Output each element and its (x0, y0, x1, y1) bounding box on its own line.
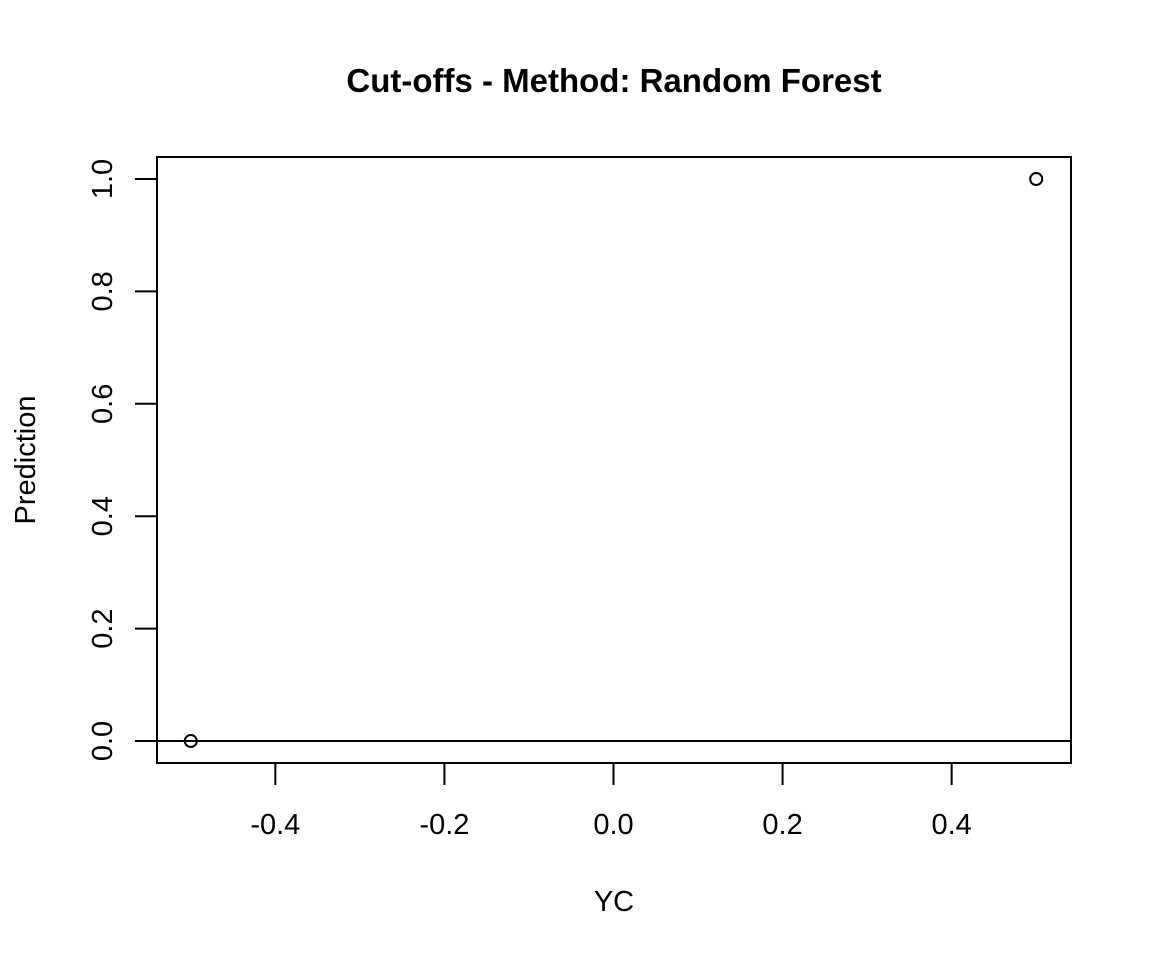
y-tick-label: 0.4 (87, 496, 119, 536)
y-tick-label: 0.6 (87, 384, 119, 424)
data-points (183, 172, 1044, 748)
plot-frame (156, 156, 1072, 764)
y-axis-label: Prediction (10, 396, 42, 525)
x-tick-label: -0.4 (250, 809, 300, 841)
x-axis: -0.4 -0.2 0.0 0.2 0.4 (250, 762, 972, 841)
chart-title: Cut-offs - Method: Random Forest (346, 62, 881, 99)
x-tick-label: 0.4 (931, 809, 971, 841)
x-tick-label: -0.2 (419, 809, 469, 841)
data-point (183, 734, 198, 748)
x-tick-label: 0.0 (593, 809, 633, 841)
y-tick-label: 0.8 (87, 271, 119, 311)
x-tick-label: 0.2 (762, 809, 802, 841)
y-tick-label: 0.0 (87, 721, 119, 761)
y-axis: 0.0 0.2 0.4 0.6 0.8 1.0 (87, 159, 158, 761)
x-axis-label: YC (594, 886, 634, 918)
y-tick-label: 0.2 (87, 608, 119, 648)
data-point (1029, 172, 1044, 186)
y-tick-label: 1.0 (87, 159, 119, 199)
